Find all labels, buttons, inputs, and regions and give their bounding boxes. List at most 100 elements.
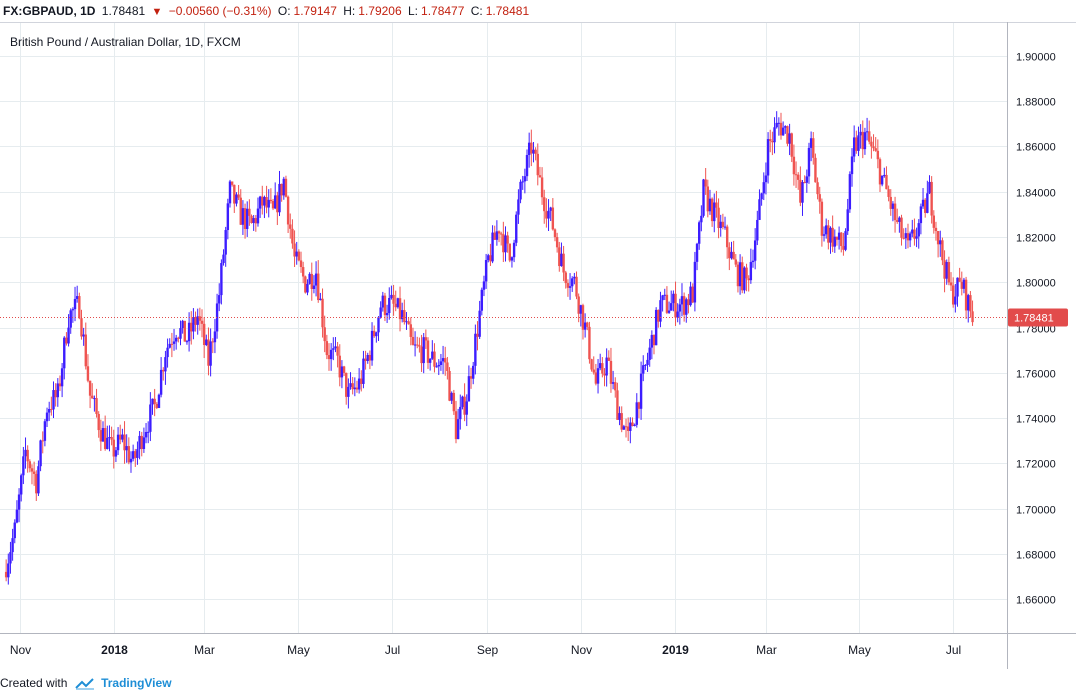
candle-body [723,226,727,228]
candle-body [588,326,591,360]
candle-up [605,348,608,387]
candle-body [861,131,864,150]
chart-title: British Pound / Australian Dollar, 1D, F… [10,35,241,49]
candle-down [84,322,87,370]
candle-up [461,395,464,410]
candle-body [45,412,49,422]
candle-up [928,175,931,195]
candle-body [930,181,933,216]
candle-body [829,227,832,243]
candle-up [246,201,249,237]
candle-body [261,196,264,206]
candle-body [269,199,273,202]
candle-down [870,136,873,159]
candle-up [400,302,404,323]
candle-up [370,322,374,366]
candle-body [551,207,555,230]
y-tick-label: 1.86000 [1016,142,1056,154]
candle-up [891,201,895,222]
low-label: L: [408,4,419,18]
candle-down [476,321,479,351]
candle-down [876,139,880,169]
last-price-badge-label: 1.78481 [1014,313,1054,325]
candle-body [601,363,604,374]
candle-up [646,352,649,372]
candle-down [799,166,802,207]
candle-up [319,292,322,301]
candle-up [125,434,128,463]
candle-body [876,150,880,160]
candle-body [889,196,892,209]
candle-body [850,156,854,175]
candle-body [428,358,432,363]
candle-down [433,343,436,373]
candle-body [532,149,535,154]
candle-body [437,364,440,367]
candle-body [65,337,68,344]
candle-up [45,407,49,427]
candle-up [179,320,182,346]
candle-body [855,137,858,151]
candle-up [633,423,636,427]
candle-up [20,473,23,502]
candle-down [607,350,611,361]
candle-down [842,232,845,256]
y-tick-label: 1.80000 [1016,278,1056,290]
candle-body [715,202,718,208]
candle-body [319,298,322,301]
candle-down [947,256,951,286]
candle-down [345,372,348,405]
candle-body [304,276,307,293]
candle-body [870,141,873,147]
candle-body [911,229,914,234]
candle-body [685,299,688,315]
candle-down [418,337,421,353]
candle-body [799,179,802,203]
candle-body [773,127,776,143]
candle-up [487,253,490,263]
candle-down [964,276,968,320]
candle-down [741,256,744,294]
candle-up [700,205,703,232]
candle-body [63,337,66,369]
candle-up [723,216,727,230]
candle-up [151,398,154,415]
candle-up [764,162,768,195]
y-tick-label: 1.66000 [1016,595,1056,607]
candle-body [904,233,908,239]
candle-body [235,194,238,204]
candle-body [598,363,602,369]
candle-up [71,307,75,323]
candle-body [273,195,277,209]
candle-body [99,430,103,442]
x-tick-label: Mar [756,643,777,657]
candle-body [248,208,251,216]
candle-up [650,330,654,360]
candle-body [448,370,451,401]
candle-body [614,382,617,391]
candle-body [284,178,288,197]
candle-down [280,183,283,202]
candle-body [777,122,781,124]
candle-body [517,199,520,215]
candle-body [183,320,186,342]
candle-up [491,225,494,264]
y-tick-label: 1.82000 [1016,233,1056,245]
candle-body [360,378,363,384]
candle-body [663,294,666,296]
price-chart[interactable]: British Pound / Australian Dollar, 1D, F… [0,0,1076,669]
candle-up [413,331,417,357]
tradingview-brand[interactable]: TradingView [101,676,172,690]
candle-down [691,283,694,304]
candle-down [469,367,473,389]
candle-body [153,398,156,404]
candle-body [814,157,817,183]
candle-down [269,188,273,204]
candle-body [250,215,253,224]
candle-body [435,366,438,368]
candle-up [282,176,286,200]
candle-down [299,251,303,273]
candle-body [497,231,501,234]
candle-down [452,389,456,415]
candle-down [407,317,410,325]
